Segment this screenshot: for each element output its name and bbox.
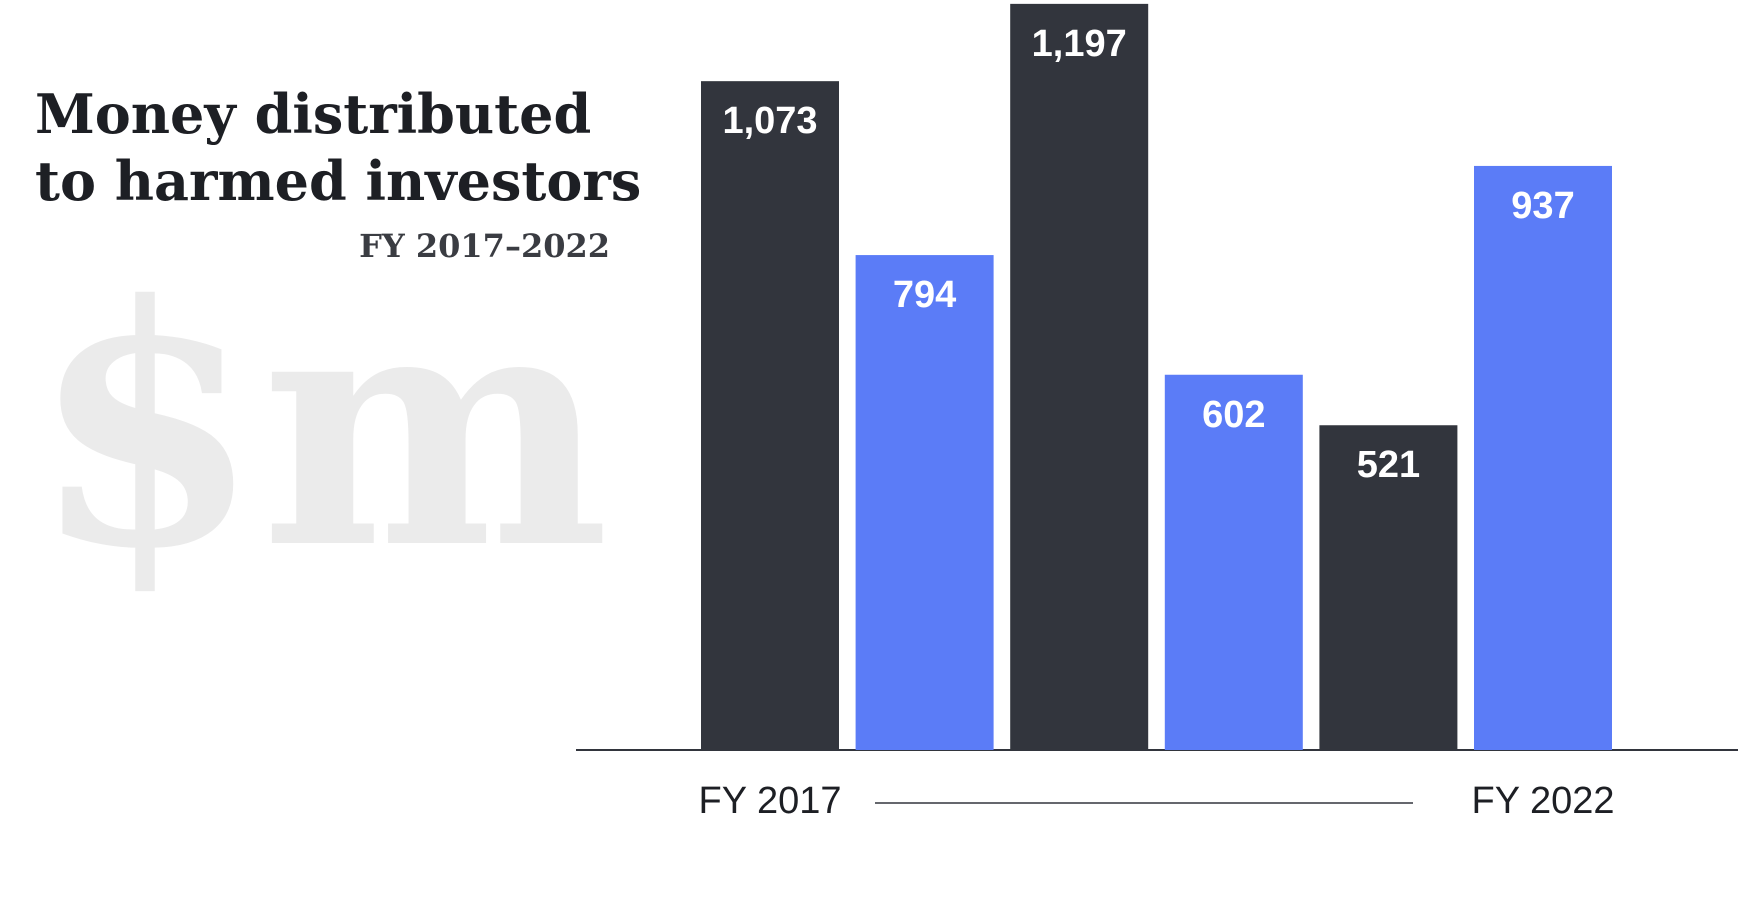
value-label: 1,073: [722, 100, 817, 142]
chart-title: Money distributed: [35, 82, 591, 146]
chart-title: to harmed investors: [35, 149, 641, 213]
bar: [1474, 165, 1612, 751]
bar: [1010, 3, 1149, 751]
bar: [701, 81, 839, 750]
chart-subtitle: FY 2017–2022: [359, 227, 610, 265]
x-tick-label: FY 2017: [699, 780, 842, 822]
bar: [855, 255, 994, 750]
value-label: 521: [1357, 444, 1420, 486]
watermark: $m: [31, 233, 610, 621]
bar: [1164, 374, 1303, 750]
value-label: 602: [1202, 394, 1265, 436]
bar: [1319, 425, 1458, 750]
value-label: 937: [1511, 185, 1574, 227]
value-label: 1,197: [1032, 23, 1127, 65]
x-tick-label: FY 2022: [1472, 780, 1615, 822]
value-label: 794: [893, 274, 956, 316]
